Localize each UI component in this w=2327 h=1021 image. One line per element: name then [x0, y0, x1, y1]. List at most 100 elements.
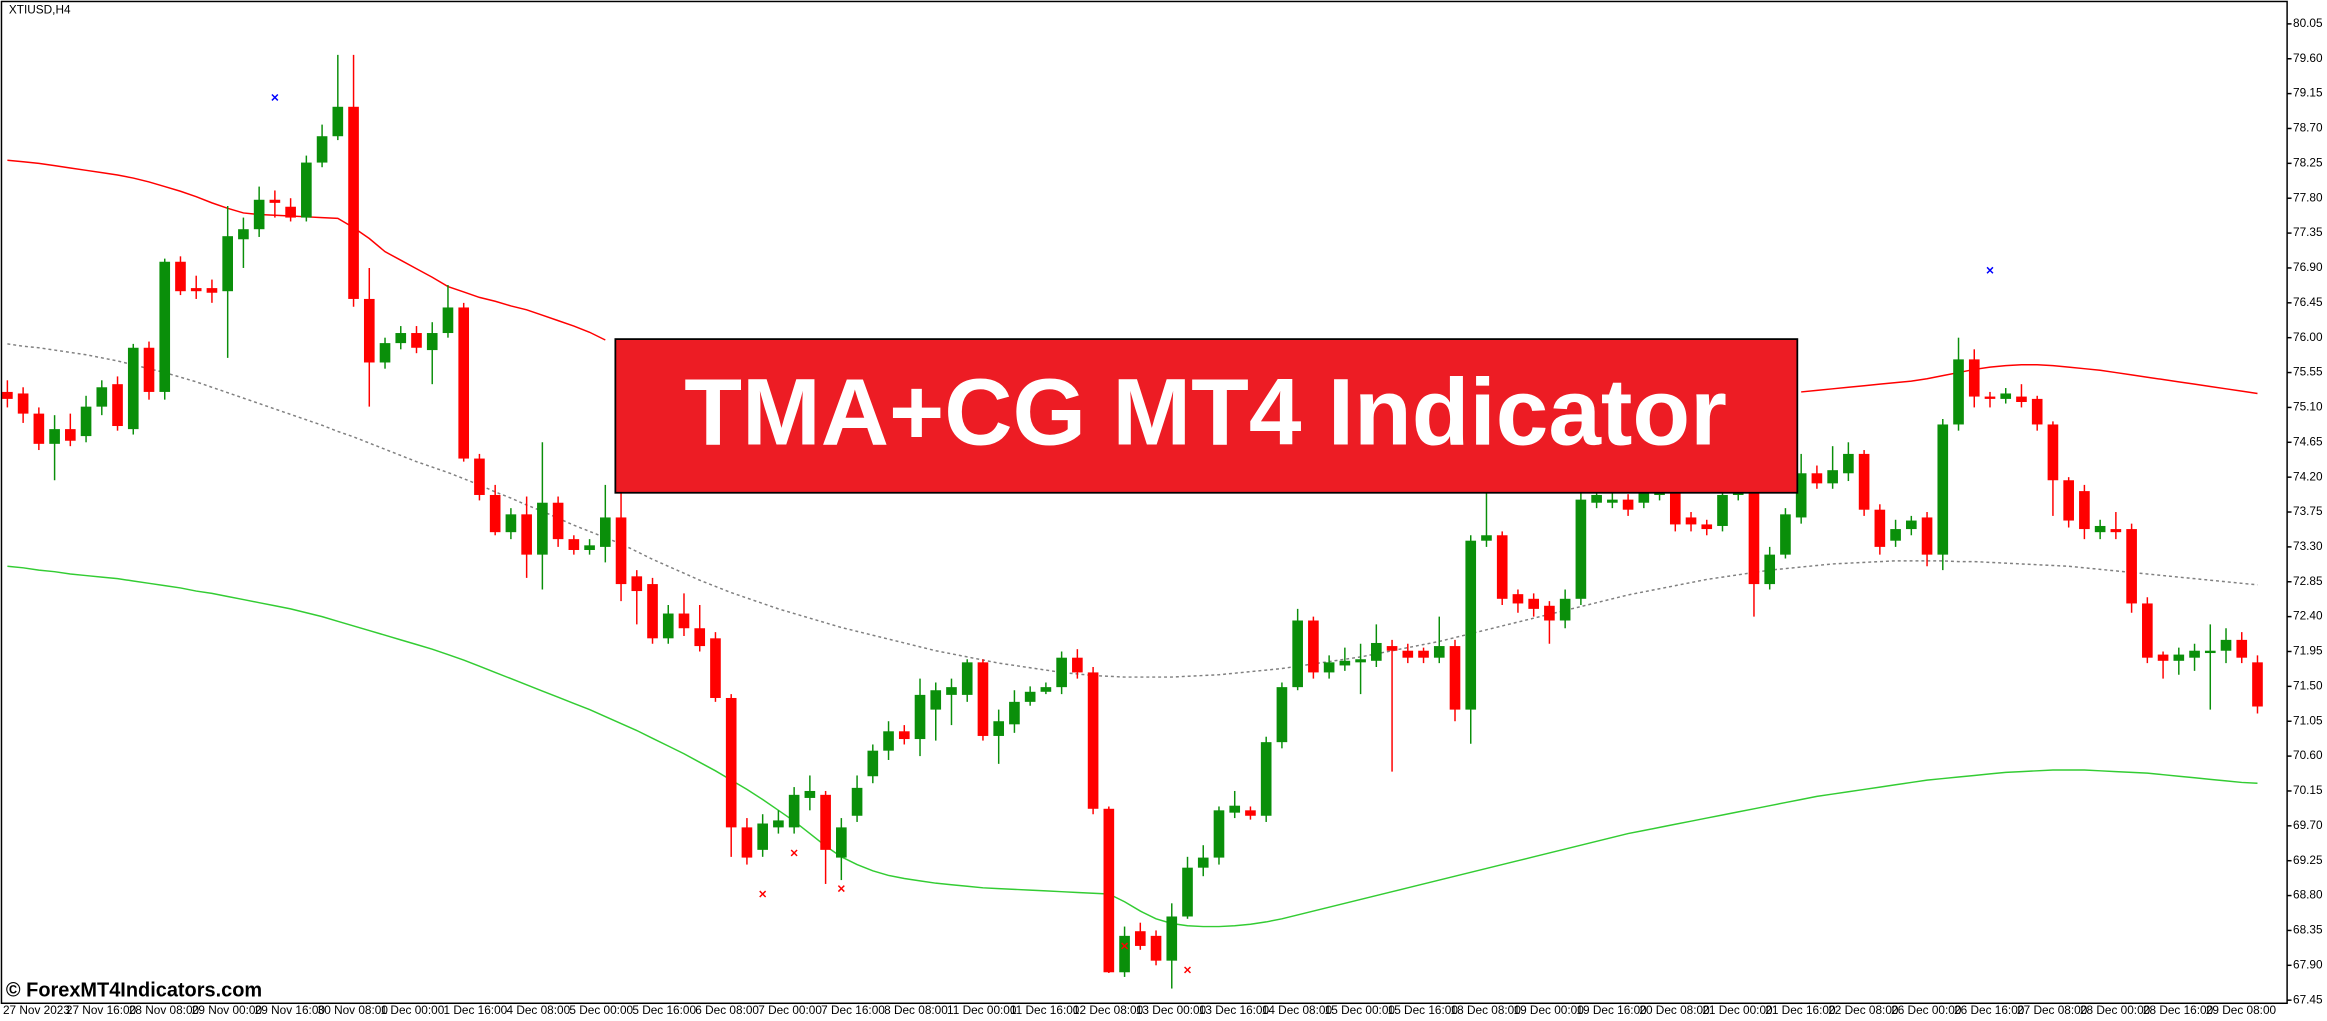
x-tick-label: 19 Dec 16:00 — [1576, 1003, 1647, 1017]
candle-body — [1607, 499, 1618, 503]
candle-body — [1449, 646, 1461, 710]
candle-body — [1182, 867, 1193, 917]
candle-body — [851, 787, 863, 816]
y-tick-label: 67.90 — [2293, 957, 2323, 971]
candle-body — [961, 662, 973, 695]
candle-body — [1103, 808, 1115, 973]
candle-body — [694, 628, 706, 647]
candle-body — [127, 347, 139, 430]
x-tick-label: 12 Dec 08:00 — [1073, 1003, 1144, 1017]
candle-body — [820, 794, 831, 850]
candle-body — [1402, 650, 1414, 658]
candle-body — [710, 638, 721, 698]
x-tick-label: 28 Nov 08:00 — [129, 1003, 200, 1017]
candle-body — [1559, 598, 1571, 621]
x-tick-label: 1 Dec 00:00 — [381, 1003, 445, 1017]
y-tick-label: 76.45 — [2293, 295, 2323, 309]
candle-body — [1638, 491, 1650, 503]
candle-body — [993, 721, 1005, 736]
x-tick-label: 11 Dec 00:00 — [947, 1003, 1017, 1017]
x-tick-label: 22 Dec 08:00 — [1828, 1003, 1899, 1017]
candle-body — [505, 514, 517, 533]
candle-body — [1528, 598, 1539, 609]
x-tick-label: 8 Dec 08:00 — [884, 1003, 948, 1017]
y-tick-label: 79.60 — [2293, 51, 2323, 65]
signal-marker — [1986, 266, 1994, 274]
x-tick-label: 28 Dec 00:00 — [2080, 1003, 2151, 1017]
candle-body — [1260, 742, 1272, 816]
candle-body — [552, 502, 564, 540]
candle-body — [1512, 594, 1524, 604]
candle-body — [584, 545, 595, 550]
candle-body — [1905, 520, 1917, 530]
x-tick-label: 29 Nov 16:00 — [255, 1003, 326, 1017]
band-line — [7, 565, 2258, 928]
candle-body — [1134, 931, 1146, 946]
candle-body — [615, 517, 627, 585]
x-tick-label: 27 Nov 16:00 — [66, 1003, 137, 1017]
candle-body — [2079, 491, 2090, 530]
candle-body — [96, 387, 108, 407]
candle-body — [1197, 857, 1209, 868]
candle-body — [1276, 687, 1288, 743]
candle-body — [363, 298, 375, 363]
x-tick-label: 13 Dec 00:00 — [1136, 1003, 1207, 1017]
watermark: © ForexMT4Indicators.com — [6, 980, 262, 1002]
candle-body — [80, 406, 92, 437]
candle-body — [977, 662, 989, 736]
candle-body — [1371, 642, 1382, 661]
candle-body — [489, 494, 501, 533]
x-tick-label: 27 Nov 2023 — [3, 1003, 70, 1017]
candle-body — [2126, 529, 2137, 604]
y-tick-label: 68.80 — [2293, 888, 2323, 902]
candle-body — [930, 690, 942, 710]
x-tick-label: 26 Dec 00:00 — [1891, 1003, 1962, 1017]
candle-body — [285, 206, 296, 218]
candle-body — [1764, 554, 1776, 585]
candle-body — [1229, 805, 1241, 813]
y-tick-label: 71.50 — [2293, 678, 2323, 692]
y-tick-label: 74.65 — [2293, 434, 2323, 448]
candle-body — [946, 687, 957, 695]
y-tick-label: 72.85 — [2293, 574, 2323, 588]
candle-body — [1890, 529, 1901, 541]
candle-body — [1544, 605, 1555, 621]
candle-body — [725, 697, 737, 828]
candle-body — [2016, 396, 2027, 402]
candle-body — [348, 106, 359, 299]
candle-body — [568, 539, 580, 550]
candle-body — [1811, 473, 1823, 484]
candle-body — [1245, 810, 1256, 816]
candle-body — [2, 391, 13, 399]
candle-body — [1418, 650, 1429, 658]
signal-marker — [1121, 942, 1129, 950]
y-tick-label: 71.05 — [2293, 713, 2323, 727]
candle-body — [2000, 393, 2012, 399]
candle-body — [1858, 453, 1870, 510]
y-tick-label: 75.10 — [2293, 400, 2323, 414]
candle-body — [1056, 657, 1067, 688]
candle-body — [788, 794, 800, 828]
x-tick-label: 7 Dec 00:00 — [758, 1003, 822, 1017]
candle-body — [395, 333, 407, 344]
signal-marker — [1184, 966, 1191, 974]
candle-body — [537, 502, 548, 555]
x-tick-label: 11 Dec 16:00 — [1010, 1003, 1080, 1017]
candle-body — [222, 236, 233, 292]
signal-marker — [759, 890, 767, 898]
y-tick-label: 78.25 — [2293, 155, 2323, 169]
candle-body — [2110, 529, 2122, 533]
candle-body — [1575, 499, 1587, 599]
candle-body — [1937, 424, 1949, 555]
candle-body — [1072, 657, 1083, 673]
candle-body — [1150, 935, 1162, 961]
candle-body — [773, 820, 784, 828]
y-tick-label: 80.05 — [2293, 16, 2323, 30]
candle-body — [898, 731, 910, 740]
signal-marker — [790, 849, 798, 857]
candle-body — [49, 429, 60, 444]
candle-body — [1843, 453, 1854, 474]
candle-body — [2063, 480, 2074, 521]
candle-body — [631, 576, 643, 592]
candle-body — [804, 790, 816, 798]
